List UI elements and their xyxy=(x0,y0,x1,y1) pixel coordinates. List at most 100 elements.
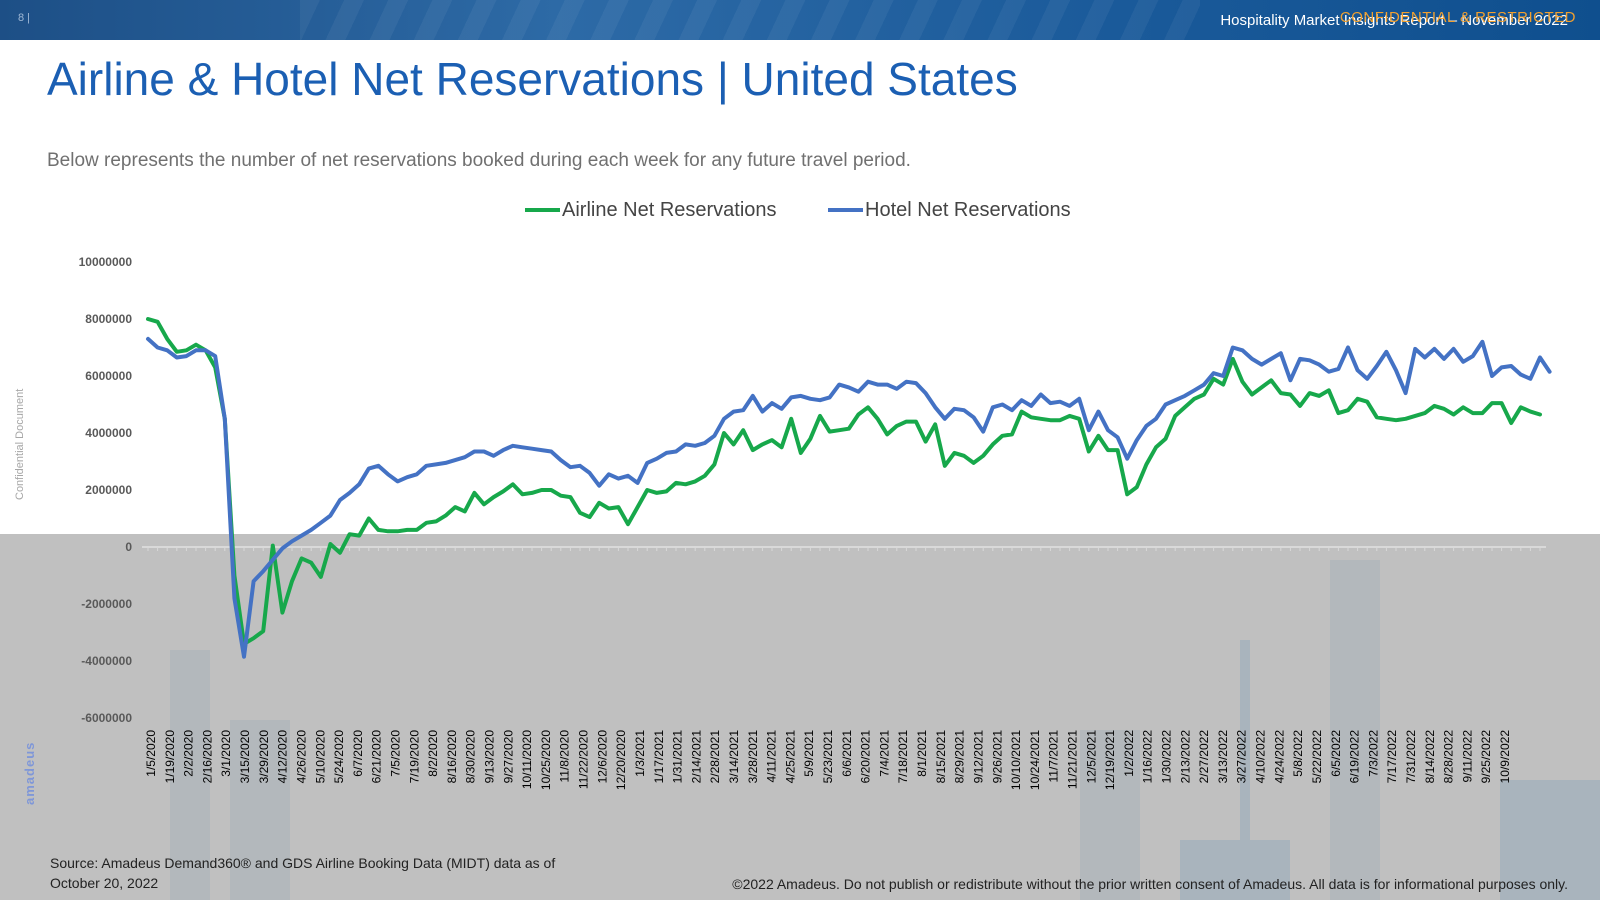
x-tick-label: 8/1/2021 xyxy=(915,730,929,777)
x-tick-label: 2/27/2022 xyxy=(1197,730,1211,784)
x-tick-label: 1/30/2022 xyxy=(1160,730,1174,784)
x-tick-label: 2/16/2020 xyxy=(200,730,214,784)
x-tick-label: 6/5/2022 xyxy=(1329,730,1343,777)
x-tick-label: 11/22/2020 xyxy=(577,730,591,789)
x-tick-label: 11/7/2021 xyxy=(1047,730,1061,783)
x-tick-label: 5/23/2021 xyxy=(821,730,835,784)
x-tick-label: 8/15/2021 xyxy=(934,730,948,784)
x-tick-label: 8/16/2020 xyxy=(445,730,459,784)
chart-series xyxy=(146,317,1552,659)
y-tick-label: 2000000 xyxy=(85,483,132,497)
x-tick-label: 11/8/2020 xyxy=(558,730,572,783)
x-tick-label: 3/27/2022 xyxy=(1235,730,1249,784)
line-chart: Airline Net Reservations Hotel Net Reser… xyxy=(79,199,1552,790)
x-tick-label: 2/28/2021 xyxy=(708,730,722,784)
page-subtitle: Below represents the number of net reser… xyxy=(47,150,911,171)
report-title: Hospitality Market Insights Report – Nov… xyxy=(1220,12,1568,29)
x-tick-label: 3/29/2020 xyxy=(257,730,271,784)
skyline-building xyxy=(1180,840,1290,900)
x-tick-label: 9/26/2021 xyxy=(990,730,1004,784)
x-tick-label: 1/19/2020 xyxy=(163,730,177,784)
y-tick-label: 10000000 xyxy=(79,255,133,269)
x-tick-label: 8/30/2020 xyxy=(464,730,478,784)
skyline-building xyxy=(170,650,210,900)
chart-legend: Airline Net Reservations Hotel Net Reser… xyxy=(525,199,1071,221)
x-tick-label: 9/11/2022 xyxy=(1460,730,1474,783)
skyline-building xyxy=(230,720,290,900)
x-tick-label: 1/17/2021 xyxy=(652,730,666,784)
x-tick-label: 3/15/2020 xyxy=(238,730,252,784)
source-note: Source: Amadeus Demand360® and GDS Airli… xyxy=(50,855,556,891)
x-tick-label: 12/19/2021 xyxy=(1103,730,1117,790)
x-tick-label: 4/10/2022 xyxy=(1254,730,1268,784)
x-tick-label: 3/1/2020 xyxy=(219,730,233,777)
x-tick-label: 10/24/2021 xyxy=(1028,730,1042,790)
x-tick-label: 1/5/2020 xyxy=(144,730,158,777)
skyline-building xyxy=(1240,640,1250,900)
x-tick-label: 4/11/2021 xyxy=(765,730,779,783)
city-skyline-background xyxy=(0,534,1600,900)
legend-hotel-label: Hotel Net Reservations xyxy=(865,199,1071,221)
x-tick-label: 6/21/2020 xyxy=(370,730,384,784)
x-tick-label: 8/14/2022 xyxy=(1423,730,1437,784)
x-tick-label: 7/4/2021 xyxy=(877,730,891,777)
x-tick-label: 5/9/2021 xyxy=(802,730,816,777)
x-tick-label: 9/27/2020 xyxy=(501,730,515,784)
x-tick-label: 8/29/2021 xyxy=(953,730,967,784)
y-tick-label: 8000000 xyxy=(85,312,132,326)
x-tick-label: 4/25/2021 xyxy=(783,730,797,784)
x-tick-label: 3/28/2021 xyxy=(746,730,760,784)
x-tick-label: 7/19/2020 xyxy=(407,730,421,784)
x-tick-label: 12/20/2020 xyxy=(614,730,628,790)
x-tick-label: 2/2/2020 xyxy=(182,730,196,777)
x-tick-label: 4/24/2022 xyxy=(1272,730,1286,784)
x-tick-label: 1/31/2021 xyxy=(671,730,685,784)
y-axis: 10000000 8000000 6000000 4000000 2000000 0 -20… xyxy=(79,255,133,725)
x-tick-label: 1/2/2022 xyxy=(1122,730,1136,777)
y-tick-label: -6000000 xyxy=(81,711,132,725)
x-tick-label: 9/12/2021 xyxy=(971,730,985,784)
x-tick-label: 5/22/2022 xyxy=(1310,730,1324,784)
x-tick-label: 7/17/2022 xyxy=(1385,730,1399,784)
x-axis: 1/5/2020 1/19/2020 2/2/2020 2/16/2020 3/1/20… xyxy=(142,546,1546,790)
x-tick-label: 8/28/2022 xyxy=(1442,730,1456,784)
x-tick-label: 6/20/2021 xyxy=(859,730,873,784)
x-tick-label: 7/3/2022 xyxy=(1366,730,1380,777)
x-tick-label: 4/12/2020 xyxy=(276,730,290,784)
hotel-series-line xyxy=(146,336,1552,659)
x-tick-label: 10/25/2020 xyxy=(539,730,553,790)
x-tick-label: 5/8/2022 xyxy=(1291,730,1305,777)
x-tick-label: 3/14/2021 xyxy=(727,730,741,784)
x-tick-label: 6/6/2021 xyxy=(840,730,854,777)
x-tick-label: 12/6/2020 xyxy=(595,730,609,784)
skyline-building xyxy=(1080,730,1140,900)
x-tick-label: 7/31/2022 xyxy=(1404,730,1418,784)
x-tick-label: 3/13/2022 xyxy=(1216,730,1230,784)
y-tick-label: -2000000 xyxy=(81,597,132,611)
y-tick-label: -4000000 xyxy=(81,654,132,668)
x-tick-label: 4/26/2020 xyxy=(294,730,308,784)
x-tick-label: 6/7/2020 xyxy=(351,730,365,777)
x-tick-label: 7/18/2021 xyxy=(896,730,910,784)
x-tick-label: 2/13/2022 xyxy=(1178,730,1192,784)
x-tick-label: 9/25/2022 xyxy=(1479,730,1493,784)
x-tick-label: 8/2/2020 xyxy=(426,730,440,777)
x-tick-label: 10/10/2021 xyxy=(1009,730,1023,790)
airline-series-line xyxy=(146,317,1542,646)
y-tick-label: 0 xyxy=(125,540,132,554)
y-tick-label: 4000000 xyxy=(85,426,132,440)
x-tick-label: 1/16/2022 xyxy=(1141,730,1155,784)
x-tick-label: 1/3/2021 xyxy=(633,730,647,777)
page-number: 8 | xyxy=(18,12,31,24)
x-tick-label: 5/24/2020 xyxy=(332,730,346,784)
x-tick-label: 9/13/2020 xyxy=(483,730,497,784)
skyline-building xyxy=(1500,780,1600,900)
header-decoration xyxy=(300,0,1200,40)
confidential-label: CONFIDENTIAL & RESTRICTED xyxy=(1339,9,1576,26)
y-tick-label: 6000000 xyxy=(85,369,132,383)
x-tick-label: 10/9/2022 xyxy=(1498,730,1512,784)
x-tick-label: 6/19/2022 xyxy=(1348,730,1362,784)
x-tick-label: 12/5/2021 xyxy=(1084,730,1098,784)
x-tick-label: 11/21/2021 xyxy=(1065,730,1079,789)
legend-airline-label: Airline Net Reservations xyxy=(562,199,777,221)
